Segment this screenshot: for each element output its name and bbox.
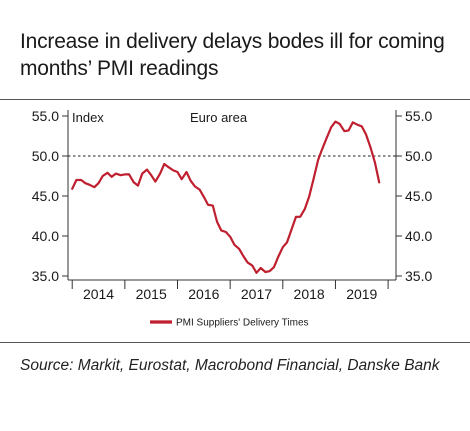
- data-point: [181, 178, 183, 180]
- x-tick-label: 2016: [188, 286, 219, 302]
- data-point: [120, 174, 122, 176]
- data-point: [220, 229, 222, 231]
- data-point: [199, 189, 201, 191]
- data-point: [128, 173, 130, 175]
- y-tick-label-right: 55.0: [405, 108, 432, 124]
- line-chart: 35.0 35.0 40.0 40.0 45.0 45.0 50.0 50.0 55.0 55.0…: [32, 108, 433, 329]
- data-point: [286, 241, 288, 243]
- top-divider: [0, 99, 470, 100]
- data-point: [348, 129, 350, 131]
- data-point: [339, 123, 341, 125]
- data-point: [168, 166, 170, 168]
- data-point: [343, 130, 345, 132]
- data-point: [163, 163, 165, 165]
- data-point: [154, 181, 156, 183]
- y-tick-label-right: 45.0: [405, 188, 432, 204]
- data-point: [378, 181, 380, 183]
- data-point: [308, 196, 310, 198]
- data-point: [229, 236, 231, 238]
- data-point: [159, 173, 161, 175]
- data-point: [317, 159, 319, 161]
- data-point: [291, 228, 293, 230]
- data-point: [133, 181, 135, 183]
- region-label: Euro area: [190, 110, 248, 125]
- data-point: [374, 161, 376, 163]
- series-line-delivery-times: [71, 120, 381, 274]
- data-point: [190, 180, 192, 182]
- data-point: [357, 124, 359, 126]
- data-point: [75, 179, 77, 181]
- data-point: [233, 244, 235, 246]
- data-point: [185, 171, 188, 173]
- data-point: [97, 182, 100, 184]
- data-point: [150, 174, 152, 176]
- data-point: [269, 270, 271, 272]
- data-point: [71, 188, 73, 190]
- data-point: [238, 248, 240, 250]
- data-point: [212, 205, 214, 207]
- page-title: Increase in delivery delays bodes ill fo…: [20, 30, 445, 80]
- source-note: Source: Markit, Eurostat, Macrobond Fina…: [20, 357, 440, 374]
- data-point: [93, 186, 95, 188]
- data-point: [325, 137, 328, 139]
- data-point: [352, 121, 354, 123]
- y-tick-label-left: 55.0: [32, 108, 59, 124]
- data-point: [334, 121, 337, 123]
- data-point: [194, 185, 196, 187]
- data-point: [242, 255, 244, 257]
- data-point: [207, 204, 209, 206]
- data-point: [176, 171, 179, 173]
- data-point: [330, 126, 332, 128]
- data-point: [106, 172, 109, 174]
- data-point: [273, 266, 275, 268]
- bottom-divider: [0, 342, 470, 343]
- data-point: [282, 246, 284, 248]
- data-point: [304, 208, 306, 210]
- y-tick-label-right: 40.0: [405, 228, 432, 244]
- data-point: [264, 271, 266, 273]
- data-point: [216, 221, 218, 223]
- data-point: [111, 176, 113, 178]
- data-point: [370, 147, 372, 149]
- data-point: [260, 267, 262, 269]
- data-point: [172, 169, 174, 171]
- data-point: [141, 173, 143, 175]
- data-point: [321, 148, 323, 150]
- y-tick-label-right: 35.0: [405, 268, 432, 284]
- legend-label: PMI Suppliers' Delivery Times: [176, 318, 309, 329]
- y-tick-label-left: 40.0: [32, 228, 59, 244]
- unit-label: Index: [72, 110, 104, 125]
- data-point: [84, 182, 86, 184]
- data-point: [246, 261, 249, 263]
- data-point: [203, 196, 205, 198]
- legend: PMI Suppliers' Delivery Times: [150, 318, 309, 329]
- x-tick-label: 2015: [136, 286, 167, 302]
- data-point: [295, 216, 297, 218]
- data-point: [225, 231, 227, 233]
- data-point: [299, 216, 301, 218]
- data-point: [146, 169, 148, 171]
- x-tick-label: 2018: [294, 286, 325, 302]
- data-point: [137, 185, 139, 187]
- x-tick-label: 2017: [241, 286, 272, 302]
- data-point: [361, 125, 363, 127]
- y-tick-label-left: 45.0: [32, 188, 59, 204]
- x-tick-label: 2014: [83, 286, 114, 302]
- data-point: [102, 175, 104, 177]
- x-tick-label: 2019: [346, 286, 377, 302]
- data-point: [312, 179, 314, 181]
- data-point: [251, 265, 253, 267]
- data-point: [124, 173, 126, 175]
- y-tick-label-left: 50.0: [32, 148, 59, 164]
- y-tick-label-left: 35.0: [32, 268, 59, 284]
- data-point: [80, 179, 82, 181]
- data-point: [89, 184, 91, 186]
- data-point: [115, 173, 117, 175]
- y-tick-label-right: 50.0: [405, 148, 432, 164]
- data-point: [255, 272, 258, 274]
- data-point: [278, 255, 280, 257]
- data-point: [365, 133, 367, 135]
